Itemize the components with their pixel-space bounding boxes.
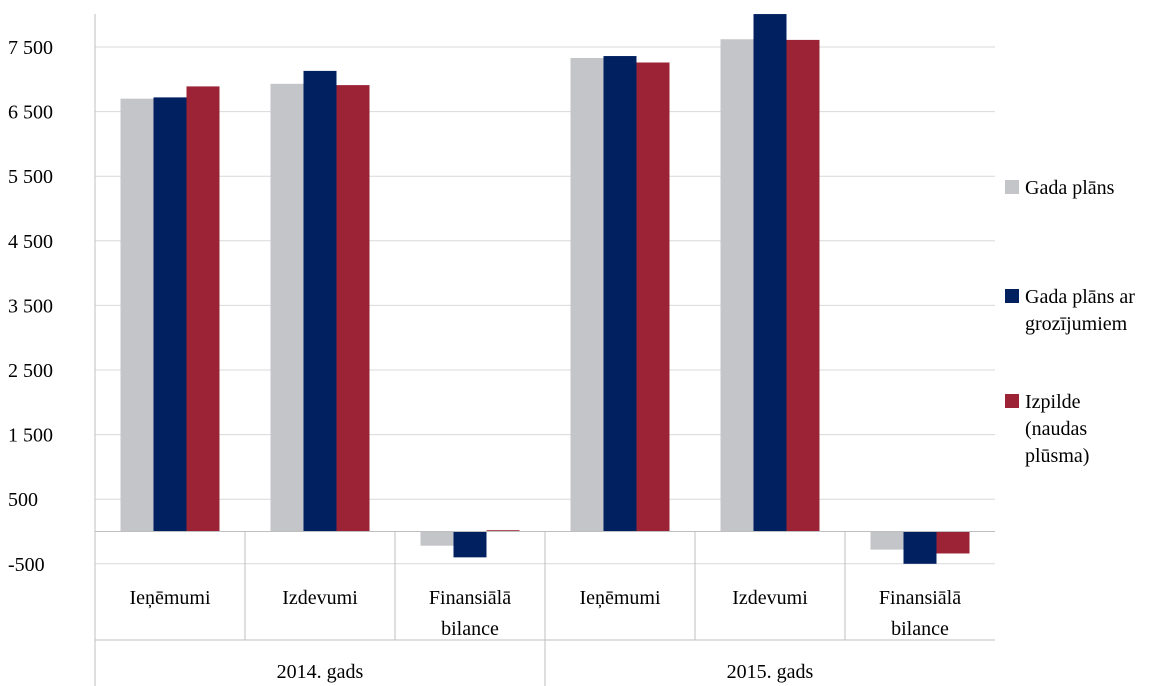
x-category-label: bilance	[891, 618, 949, 640]
x-category-label: Finansiālā	[879, 587, 961, 609]
y-axis-ticks: -500 500 1 500 2 500 3 500 4 500 5 500 6 500 7 5…	[8, 37, 53, 576]
y-tick-label: 7 500	[8, 37, 53, 59]
axes	[94, 14, 995, 686]
y-tick-label: 3 500	[8, 295, 53, 317]
bar	[336, 85, 370, 532]
bar	[186, 86, 220, 532]
legend: Gada plāns Gada plāns ar grozījumiem Izpild…	[1005, 177, 1135, 467]
bar	[603, 56, 637, 532]
bar	[270, 83, 304, 532]
bar	[870, 531, 904, 550]
x-category-label: Ieņēmumi	[579, 587, 661, 609]
y-tick-label: -500	[8, 554, 45, 576]
x-category-label: Finansiālā	[429, 587, 511, 609]
y-tick-label: 500	[8, 489, 38, 511]
x-group-label: 2015. gads	[727, 661, 814, 683]
bar	[153, 97, 187, 532]
legend-label: (naudas	[1025, 418, 1087, 440]
legend-swatch	[1005, 394, 1019, 408]
bar	[120, 98, 154, 532]
x-group-label: 2014. gads	[277, 661, 364, 683]
y-tick-label: 2 500	[8, 360, 53, 382]
legend-label: plūsma)	[1025, 445, 1089, 467]
bar	[753, 14, 787, 532]
x-axis-categories: Ieņēmumi Izdevumi Finansiālā bilance Ieņēmum…	[129, 587, 961, 683]
bar	[420, 531, 454, 546]
bar	[570, 57, 604, 532]
bar	[720, 39, 754, 532]
x-category-label: Izdevumi	[282, 587, 358, 609]
legend-swatch	[1005, 289, 1019, 303]
legend-label: Gada plāns	[1025, 177, 1115, 199]
gridlines	[95, 46, 995, 565]
y-tick-label: 6 500	[8, 102, 53, 124]
x-category-label: Ieņēmumi	[129, 587, 211, 609]
legend-swatch	[1005, 180, 1019, 194]
bar	[486, 530, 520, 532]
legend-label: Gada plāns ar	[1025, 286, 1135, 308]
x-category-label: Izdevumi	[732, 587, 808, 609]
bar	[303, 70, 337, 532]
bar	[936, 531, 970, 554]
y-tick-label: 1 500	[8, 425, 53, 447]
y-tick-label: 4 500	[8, 231, 53, 253]
bar	[903, 531, 937, 564]
x-category-label: bilance	[441, 618, 499, 640]
y-tick-label: 5 500	[8, 166, 53, 188]
legend-label: grozījumiem	[1025, 313, 1128, 335]
bar	[636, 62, 670, 532]
bars	[120, 14, 970, 564]
bar	[786, 39, 820, 532]
legend-label: Izpilde	[1025, 391, 1081, 413]
bar	[453, 531, 487, 558]
